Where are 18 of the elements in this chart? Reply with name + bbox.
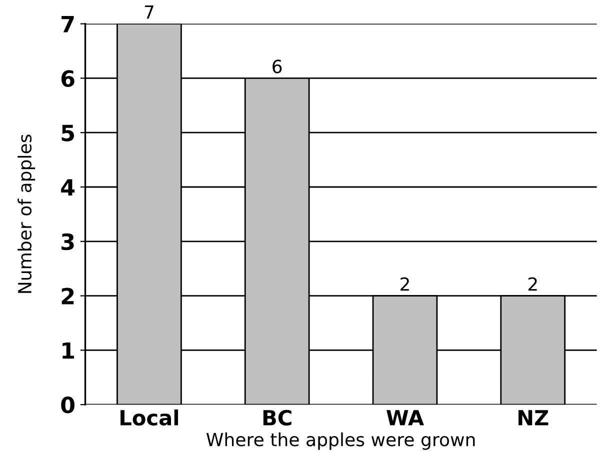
y-tick-label: 2 xyxy=(62,288,74,304)
y-tick-label: 3 xyxy=(62,233,74,250)
y-tick-label: 0 xyxy=(61,396,74,414)
x-tick-label: Local xyxy=(120,409,178,426)
x-tick-label: WA xyxy=(386,410,424,426)
x-axis-title: Where the apples were grown xyxy=(206,432,475,450)
data-label: 2 xyxy=(528,277,537,291)
x-tick-label: NZ xyxy=(518,410,548,426)
y-tick-label: 1 xyxy=(62,342,74,359)
y-tick-label: 4 xyxy=(61,179,75,196)
data-label: 2 xyxy=(400,277,409,291)
x-tick-label: BC xyxy=(263,410,292,426)
y-tick-label: 6 xyxy=(61,70,74,87)
y-axis-title: Number of apples xyxy=(18,134,36,293)
y-tick-label: 5 xyxy=(62,124,74,142)
data-label: 6 xyxy=(272,60,282,74)
y-tick-label: 7 xyxy=(62,16,74,32)
data-label: 7 xyxy=(144,5,154,19)
